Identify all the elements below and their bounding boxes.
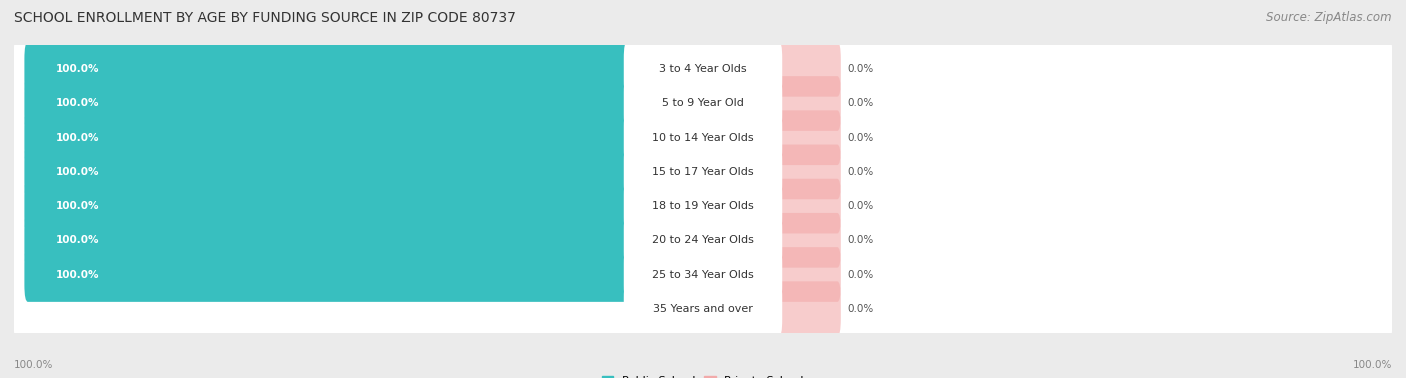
Text: 25 to 34 Year Olds: 25 to 34 Year Olds [652,270,754,279]
Text: 100.0%: 100.0% [55,201,98,211]
Text: 0.0%: 0.0% [848,167,875,177]
Text: 0.0%: 0.0% [657,304,682,314]
FancyBboxPatch shape [779,110,841,165]
FancyBboxPatch shape [779,42,841,97]
FancyBboxPatch shape [624,41,782,98]
FancyBboxPatch shape [24,110,706,165]
FancyBboxPatch shape [24,247,706,302]
FancyBboxPatch shape [779,76,841,131]
FancyBboxPatch shape [624,110,782,166]
FancyBboxPatch shape [624,178,782,234]
Text: 5 to 9 Year Old: 5 to 9 Year Old [662,99,744,108]
Text: 0.0%: 0.0% [848,270,875,279]
FancyBboxPatch shape [624,280,782,337]
FancyBboxPatch shape [24,144,706,199]
FancyBboxPatch shape [779,213,841,268]
Text: SCHOOL ENROLLMENT BY AGE BY FUNDING SOURCE IN ZIP CODE 80737: SCHOOL ENROLLMENT BY AGE BY FUNDING SOUR… [14,11,516,25]
Text: 100.0%: 100.0% [14,361,53,370]
FancyBboxPatch shape [624,144,782,200]
Text: 15 to 17 Year Olds: 15 to 17 Year Olds [652,167,754,177]
Text: 0.0%: 0.0% [848,201,875,211]
Text: 0.0%: 0.0% [848,133,875,143]
FancyBboxPatch shape [624,76,782,132]
Text: 100.0%: 100.0% [55,270,98,279]
FancyBboxPatch shape [14,144,1392,200]
FancyBboxPatch shape [624,212,782,268]
FancyBboxPatch shape [14,42,1392,97]
FancyBboxPatch shape [779,144,841,199]
Text: 18 to 19 Year Olds: 18 to 19 Year Olds [652,201,754,211]
Text: 10 to 14 Year Olds: 10 to 14 Year Olds [652,133,754,143]
Text: 35 Years and over: 35 Years and over [652,304,754,314]
FancyBboxPatch shape [24,213,706,268]
FancyBboxPatch shape [14,247,1392,302]
FancyBboxPatch shape [14,281,1392,336]
Text: 3 to 4 Year Olds: 3 to 4 Year Olds [659,64,747,74]
Text: 20 to 24 Year Olds: 20 to 24 Year Olds [652,235,754,245]
Text: 100.0%: 100.0% [55,235,98,245]
Text: 0.0%: 0.0% [848,304,875,314]
FancyBboxPatch shape [14,110,1392,166]
Text: Source: ZipAtlas.com: Source: ZipAtlas.com [1267,11,1392,24]
Text: 100.0%: 100.0% [1353,361,1392,370]
Text: 0.0%: 0.0% [848,64,875,74]
Text: 100.0%: 100.0% [55,64,98,74]
Text: 0.0%: 0.0% [848,99,875,108]
Text: 100.0%: 100.0% [55,133,98,143]
FancyBboxPatch shape [24,76,706,131]
FancyBboxPatch shape [14,212,1392,268]
Text: 100.0%: 100.0% [55,167,98,177]
FancyBboxPatch shape [779,179,841,234]
FancyBboxPatch shape [779,281,841,336]
FancyBboxPatch shape [24,42,706,97]
FancyBboxPatch shape [624,246,782,302]
Text: 0.0%: 0.0% [848,235,875,245]
FancyBboxPatch shape [14,178,1392,234]
Legend: Public School, Private School: Public School, Private School [598,371,808,378]
FancyBboxPatch shape [24,179,706,234]
FancyBboxPatch shape [14,76,1392,131]
Text: 100.0%: 100.0% [55,99,98,108]
FancyBboxPatch shape [779,247,841,302]
